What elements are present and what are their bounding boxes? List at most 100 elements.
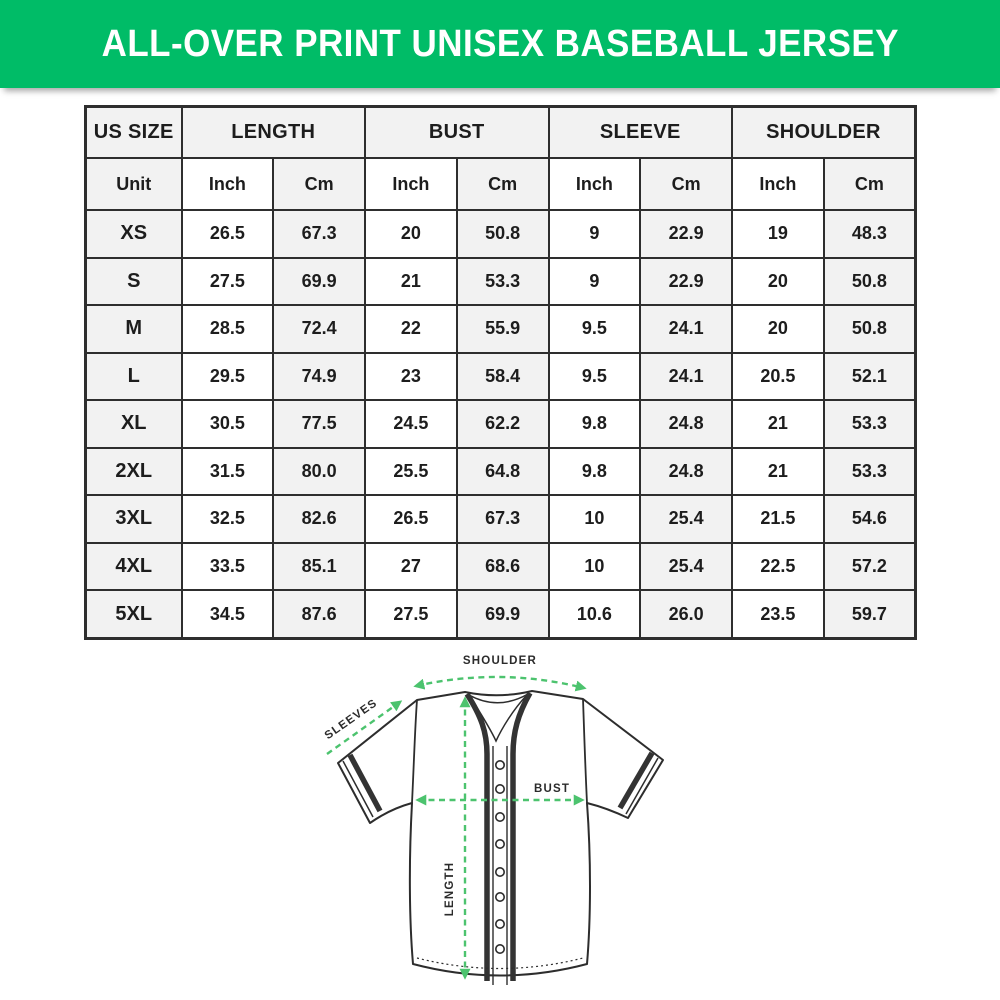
measurement-cell: 34.5 — [180, 589, 275, 640]
measurement-cell: 55.9 — [455, 304, 550, 354]
size-row-3xl: 3XL 32.5 82.6 26.5 67.3 10 25.4 21.5 54.6 — [84, 494, 917, 544]
measurement-cell: 50.8 — [455, 209, 550, 259]
measurement-cell: 25.4 — [639, 541, 733, 591]
measurement-cell: 21 — [731, 446, 825, 496]
unit-cell: Inch — [180, 157, 275, 211]
measurement-cell: 28.5 — [180, 304, 275, 354]
unit-cell: Cm — [455, 157, 550, 211]
measurement-cell: 29.5 — [180, 351, 275, 401]
size-row-m: M 28.5 72.4 22 55.9 9.5 24.1 20 50.8 — [84, 304, 917, 354]
size-label-cell: L — [84, 351, 183, 401]
measurement-cell: 9.5 — [547, 304, 642, 354]
measurement-cell: 10 — [547, 494, 642, 544]
measurement-cell: 58.4 — [455, 351, 550, 401]
measurement-cell: 21 — [364, 256, 458, 306]
size-label-cell: XS — [84, 209, 183, 259]
size-label-cell: S — [84, 256, 183, 306]
measurement-cell: 24.1 — [639, 304, 733, 354]
measurement-cell: 77.5 — [272, 399, 366, 449]
column-header-shoulder: SHOULDER — [731, 105, 917, 159]
measurement-cell: 69.9 — [455, 589, 550, 640]
size-label-cell: 4XL — [84, 541, 183, 591]
measurement-cell: 54.6 — [822, 494, 917, 544]
measurement-cell: 67.3 — [455, 494, 550, 544]
size-label-cell: XL — [84, 399, 183, 449]
measurement-cell: 24.8 — [639, 446, 733, 496]
size-label-cell: 3XL — [84, 494, 183, 544]
measurement-cell: 23 — [364, 351, 458, 401]
size-table-body: XS 26.5 67.3 20 50.8 9 22.9 19 48.3 S 27.5 69.9 21 53… — [84, 209, 917, 640]
measurement-cell: 24.1 — [639, 351, 733, 401]
measurement-cell: 27.5 — [364, 589, 458, 640]
measurement-cell: 69.9 — [272, 256, 366, 306]
measurement-cell: 22.9 — [639, 209, 733, 259]
jersey-outline — [337, 690, 664, 977]
measurement-cell: 27 — [364, 541, 458, 591]
measurement-cell: 9.8 — [547, 446, 642, 496]
measurement-cell: 9 — [547, 256, 642, 306]
unit-cell: Unit — [84, 157, 183, 211]
measurement-cell: 9.8 — [547, 399, 642, 449]
group-header-row: US SIZE LENGTH BUST SLEEVE SHOULDER — [84, 105, 917, 159]
measurement-cell: 87.6 — [272, 589, 366, 640]
unit-cell: Cm — [272, 157, 366, 211]
measurement-cell: 68.6 — [455, 541, 550, 591]
measurement-cell: 22.9 — [639, 256, 733, 306]
page-title: ALL-OVER PRINT UNISEX BASEBALL JERSEY — [101, 22, 899, 65]
measurement-cell: 32.5 — [180, 494, 275, 544]
measurement-cell: 59.7 — [822, 589, 917, 640]
measurement-cell: 80.0 — [272, 446, 366, 496]
measurement-cell: 62.2 — [455, 399, 550, 449]
unit-header-row: Unit Inch Cm Inch Cm Inch Cm Inch Cm — [84, 157, 917, 211]
size-row-xl: XL 30.5 77.5 24.5 62.2 9.8 24.8 21 53.3 — [84, 399, 917, 449]
unit-cell: Inch — [547, 157, 642, 211]
measurement-cell: 19 — [731, 209, 825, 259]
unit-cell: Inch — [731, 157, 825, 211]
measurement-cell: 9 — [547, 209, 642, 259]
measurement-cell: 21.5 — [731, 494, 825, 544]
measurement-cell: 53.3 — [455, 256, 550, 306]
column-header-sleeve: SLEEVE — [547, 105, 733, 159]
measurement-cell: 22.5 — [731, 541, 825, 591]
measurement-cell: 82.6 — [272, 494, 366, 544]
title-banner: ALL-OVER PRINT UNISEX BASEBALL JERSEY — [0, 0, 1000, 88]
column-header-us-size: US SIZE — [84, 105, 183, 159]
measurement-cell: 10.6 — [547, 589, 642, 640]
measurement-cell: 72.4 — [272, 304, 366, 354]
size-label-cell: 2XL — [84, 446, 183, 496]
hem-stitch-line — [416, 957, 584, 970]
measurement-cell: 10 — [547, 541, 642, 591]
size-label-cell: M — [84, 304, 183, 354]
size-row-s: S 27.5 69.9 21 53.3 9 22.9 20 50.8 — [84, 256, 917, 306]
measurement-cell: 30.5 — [180, 399, 275, 449]
measurement-cell: 48.3 — [822, 209, 917, 259]
measurement-cell: 57.2 — [822, 541, 917, 591]
column-header-bust: BUST — [364, 105, 550, 159]
measurement-cell: 20 — [731, 256, 825, 306]
measurement-cell: 53.3 — [822, 446, 917, 496]
jersey-measurement-diagram: SHOULDER SLEEVES BUST LENGTH — [323, 655, 664, 985]
unit-cell: Cm — [822, 157, 917, 211]
size-row-4xl: 4XL 33.5 85.1 27 68.6 10 25.4 22.5 57.2 — [84, 541, 917, 591]
measurement-cell: 25.5 — [364, 446, 458, 496]
size-row-2xl: 2XL 31.5 80.0 25.5 64.8 9.8 24.8 21 53.3 — [84, 446, 917, 496]
placket-bands — [464, 691, 533, 981]
measurement-cell: 9.5 — [547, 351, 642, 401]
measurement-cell: 26.0 — [639, 589, 733, 640]
measurement-cell: 50.8 — [822, 256, 917, 306]
buttons — [495, 760, 506, 954]
length-label: LENGTH — [444, 862, 456, 916]
measurement-cell: 21 — [731, 399, 825, 449]
measurement-cell: 26.5 — [180, 209, 275, 259]
unit-cell: Cm — [639, 157, 733, 211]
size-row-xs: XS 26.5 67.3 20 50.8 9 22.9 19 48.3 — [84, 209, 917, 259]
measurement-cell: 24.5 — [364, 399, 458, 449]
size-row-l: L 29.5 74.9 23 58.4 9.5 24.1 20.5 52.1 — [84, 351, 917, 401]
measurement-cell: 25.4 — [639, 494, 733, 544]
measurement-cell: 67.3 — [272, 209, 366, 259]
measurement-cell: 50.8 — [822, 304, 917, 354]
measurement-cell: 23.5 — [731, 589, 825, 640]
sleeve-stripes — [342, 751, 659, 818]
measurement-cell: 20 — [731, 304, 825, 354]
measurement-cell: 24.8 — [639, 399, 733, 449]
